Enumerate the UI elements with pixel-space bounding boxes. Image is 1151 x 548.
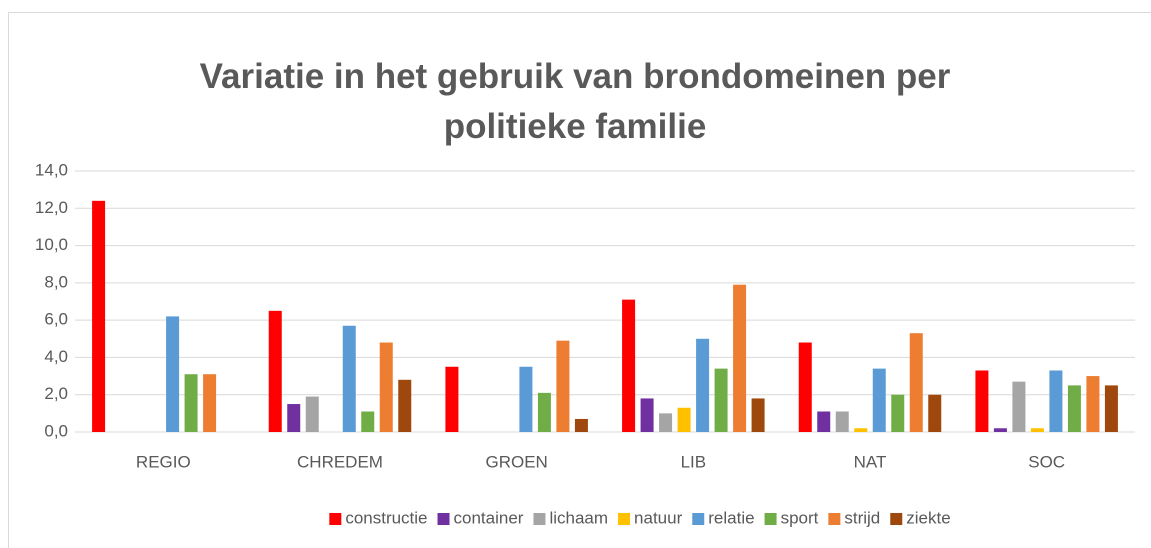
- legend-swatch: [618, 513, 631, 525]
- legend-swatch: [692, 513, 705, 525]
- bar: [1086, 376, 1100, 432]
- bar: [379, 342, 393, 432]
- bar: [203, 374, 217, 432]
- x-tick-label: SOC: [1028, 452, 1065, 471]
- bar: [184, 374, 198, 432]
- legend-label: lichaam: [549, 508, 608, 527]
- bar: [659, 413, 673, 432]
- bar: [714, 368, 728, 432]
- bar: [928, 394, 942, 432]
- bar: [854, 428, 868, 432]
- x-tick-label: NAT: [854, 452, 887, 471]
- chart-title: Variatie in het gebruik van brondomeinen…: [199, 57, 951, 146]
- bar: [696, 338, 710, 432]
- bar: [835, 411, 849, 432]
- bar: [1067, 385, 1081, 432]
- x-tick-label: LIB: [681, 452, 707, 471]
- bar: [751, 398, 765, 432]
- bar: [798, 342, 812, 432]
- bar: [733, 284, 747, 432]
- bar: [1049, 370, 1063, 432]
- bar: [975, 370, 989, 432]
- bar: [574, 418, 588, 432]
- y-tick-label: 4,0: [44, 347, 68, 366]
- bar: [993, 428, 1007, 432]
- bar: [398, 379, 412, 432]
- bar: [537, 392, 551, 432]
- bar: [891, 394, 905, 432]
- bar: [287, 404, 301, 432]
- bar: [305, 396, 319, 432]
- bar: [268, 310, 282, 432]
- legend-label: constructie: [345, 508, 427, 527]
- bar: [361, 411, 375, 432]
- bar: [1030, 428, 1044, 432]
- legend-swatch: [437, 513, 450, 525]
- legend-label: strijd: [844, 508, 880, 527]
- x-tick-label: CHREDEM: [297, 452, 383, 471]
- legend-swatch: [329, 513, 342, 525]
- y-tick-label: 10,0: [35, 235, 68, 254]
- bar: [817, 411, 831, 432]
- y-tick-label: 14,0: [35, 160, 68, 179]
- bar: [622, 299, 636, 432]
- legend-swatch: [533, 513, 546, 525]
- legend-label: natuur: [634, 508, 683, 527]
- bar: [1012, 381, 1026, 432]
- y-tick-label: 8,0: [44, 272, 68, 291]
- x-tick-label: GROEN: [485, 452, 547, 471]
- bar: [445, 366, 459, 432]
- legend-swatch: [764, 513, 777, 525]
- bar: [872, 368, 886, 432]
- bar: [677, 407, 691, 432]
- bar: [640, 398, 654, 432]
- y-tick-label: 2,0: [44, 384, 68, 403]
- bar: [909, 333, 923, 432]
- legend-label: ziekte: [906, 508, 950, 527]
- y-tick-label: 0,0: [44, 421, 68, 440]
- bar: [556, 340, 570, 432]
- bar: [166, 316, 180, 432]
- y-tick-label: 12,0: [35, 198, 68, 217]
- legend-label: container: [454, 508, 524, 527]
- x-tick-label: REGIO: [136, 452, 191, 471]
- legend-label: sport: [781, 508, 819, 527]
- bar: [519, 366, 533, 432]
- bar: [342, 325, 356, 432]
- y-tick-label: 6,0: [44, 310, 68, 329]
- legend-swatch: [890, 513, 903, 525]
- bar: [92, 200, 106, 432]
- legend-label: relatie: [708, 508, 754, 527]
- bar: [1104, 385, 1118, 432]
- legend-swatch: [828, 513, 841, 525]
- chart-frame: [8, 12, 1151, 548]
